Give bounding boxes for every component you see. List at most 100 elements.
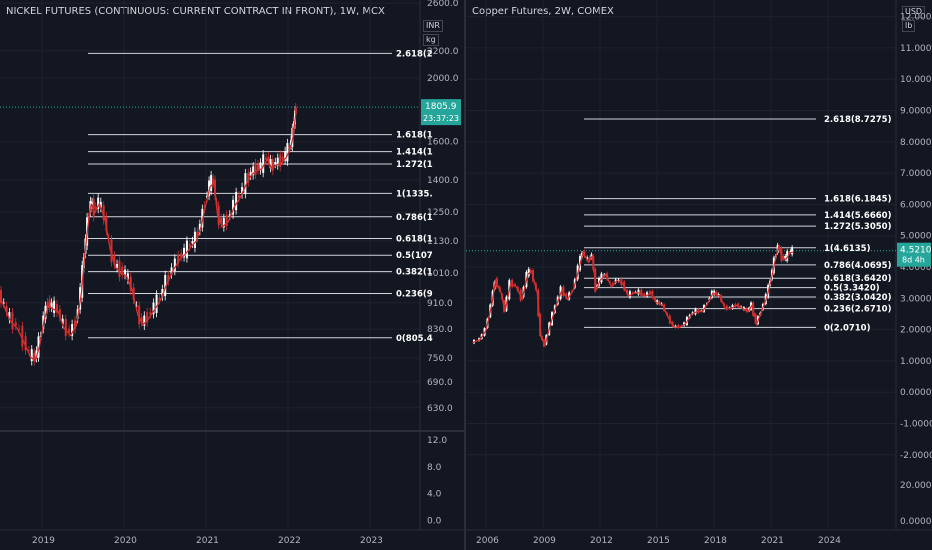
nickel-y-tick-label: 1600.0 — [427, 138, 459, 148]
nickel-indicator-tick-label: 12.0 — [427, 436, 447, 446]
copper-candle — [637, 289, 640, 295]
nickel-candle — [152, 302, 155, 315]
nickel-candle — [116, 264, 119, 269]
copper-candle — [643, 293, 646, 296]
copper-candle — [527, 268, 530, 277]
nickel-candle — [281, 156, 284, 161]
nickel-candle — [61, 318, 64, 325]
nickel-fib-level-label: 0(805.4 — [396, 334, 433, 344]
copper-chart-panel[interactable]: Copper Futures, 2W, COMEX USD lb 12.0000… — [466, 0, 932, 550]
nickel-chart-svg[interactable]: 2600.0 2200.0 2000.0 1600.0 1400.0 1250.0 1130… — [0, 0, 464, 550]
nickel-candle — [74, 320, 77, 330]
nickel-candle — [92, 198, 95, 217]
copper-weight-unit[interactable]: lb — [902, 20, 916, 32]
nickel-y-tick-label: 2600.0 — [427, 0, 459, 9]
copper-y-tick-label: 9.0000 — [900, 107, 932, 117]
nickel-candle — [48, 299, 51, 308]
nickel-candle — [167, 274, 170, 282]
nickel-candle — [158, 297, 161, 301]
panel-divider[interactable] — [464, 0, 466, 550]
copper-candle — [583, 251, 586, 257]
nickel-candle — [110, 239, 113, 263]
copper-candle — [529, 270, 532, 272]
nickel-moving-average-line — [0, 109, 297, 363]
copper-fib-level-label: 0.786(4.0695) — [824, 261, 892, 271]
copper-y-tick-label: 5.0000 — [900, 232, 932, 242]
nickel-candle — [180, 253, 183, 258]
copper-candle — [731, 305, 734, 309]
nickel-fib-level-label: 0.5(107 — [396, 251, 433, 261]
copper-candle — [513, 284, 516, 286]
copper-fib-level-label: 0.5(3.3420) — [824, 284, 880, 294]
nickel-candle — [249, 171, 252, 176]
copper-moving-average-line — [472, 244, 794, 348]
copper-y-tick-label: 20.0000 — [900, 481, 932, 491]
nickel-candle — [124, 269, 127, 276]
nickel-candle — [0, 290, 2, 304]
copper-x-tick-label: 2012 — [590, 536, 613, 546]
copper-y-tick-label: 8.0000 — [900, 138, 932, 148]
nickel-y-tick-label: 630.0 — [427, 404, 453, 414]
copper-y-tick-label: 12.0000 — [900, 13, 932, 23]
copper-candle — [511, 280, 514, 287]
nickel-candle — [193, 231, 196, 248]
copper-chart-svg[interactable]: 12.0000 11.0000 10.0000 9.0000 8.0000 7.0000 6… — [466, 0, 932, 550]
copper-y-tick-label: 0.0000 — [900, 517, 932, 527]
copper-fib-level-label: 0.236(2.6710) — [824, 305, 892, 315]
nickel-candle — [126, 273, 129, 280]
nickel-candle — [27, 350, 30, 352]
nickel-candle — [225, 214, 228, 227]
nickel-currency-unit[interactable]: INR — [423, 20, 443, 32]
copper-candle — [648, 291, 651, 295]
nickel-weight-unit[interactable]: kg — [423, 34, 439, 46]
nickel-y-tick-label: 910.0 — [427, 299, 453, 309]
nickel-fib-level-label: 0.382(1 — [396, 268, 433, 278]
copper-candle — [694, 308, 697, 315]
nickel-fib-level-label: 0.236(9 — [396, 290, 433, 300]
copper-candle — [614, 279, 617, 283]
nickel-chart-panel[interactable]: NICKEL FUTURES (CONTINUOUS: CURRENT CONT… — [0, 0, 464, 550]
copper-price-badge — [897, 242, 931, 267]
nickel-y-tick-label: 2200.0 — [427, 47, 459, 57]
nickel-price-badge — [421, 99, 461, 126]
copper-x-tick-label: 2015 — [647, 536, 670, 546]
nickel-candle — [271, 159, 274, 171]
copper-candle — [588, 257, 591, 261]
copper-candle — [640, 289, 643, 296]
copper-y-tick-label: 11.0000 — [900, 44, 932, 54]
nickel-candle — [188, 243, 191, 247]
copper-candle — [617, 279, 620, 281]
nickel-candle — [247, 173, 250, 183]
nickel-chart-title: NICKEL FUTURES (CONTINUOUS: CURRENT CONT… — [6, 6, 385, 17]
copper-price-badge-countdown: 8d 4h — [902, 256, 925, 265]
copper-candle — [734, 304, 737, 307]
copper-candle — [713, 290, 716, 295]
nickel-x-tick-label: 2022 — [278, 536, 301, 546]
copper-x-tick-label: 2018 — [704, 536, 727, 546]
nickel-candle — [279, 154, 282, 168]
nickel-x-tick-label: 2020 — [114, 536, 137, 546]
nickel-fib-level-label: 0.786(1 — [396, 213, 433, 223]
nickel-candle — [146, 312, 149, 323]
nickel-y-tick-label: 1130.0 — [427, 237, 459, 247]
nickel-candle — [286, 143, 289, 162]
copper-price-badge-value: 4.5210 — [900, 246, 932, 256]
nickel-candle — [5, 305, 8, 313]
nickel-candle — [99, 201, 102, 208]
nickel-candle — [102, 205, 105, 221]
copper-currency-unit[interactable]: USD — [902, 6, 926, 18]
nickel-candle — [143, 315, 146, 326]
nickel-candle — [257, 164, 260, 171]
copper-candle — [784, 255, 787, 260]
nickel-candle — [30, 349, 33, 362]
copper-x-tick-label: 2009 — [533, 536, 556, 546]
nickel-candle — [24, 336, 27, 351]
copper-candle — [600, 273, 603, 283]
nickel-fib-level-label: 0.618(1 — [396, 234, 433, 244]
copper-y-tick-label: 1.0000 — [900, 357, 932, 367]
copper-y-tick-label: -2.0000 — [900, 451, 932, 461]
nickel-candle — [210, 175, 213, 191]
copper-candle — [715, 291, 718, 296]
copper-candle — [620, 278, 623, 286]
nickel-candle — [8, 312, 11, 320]
